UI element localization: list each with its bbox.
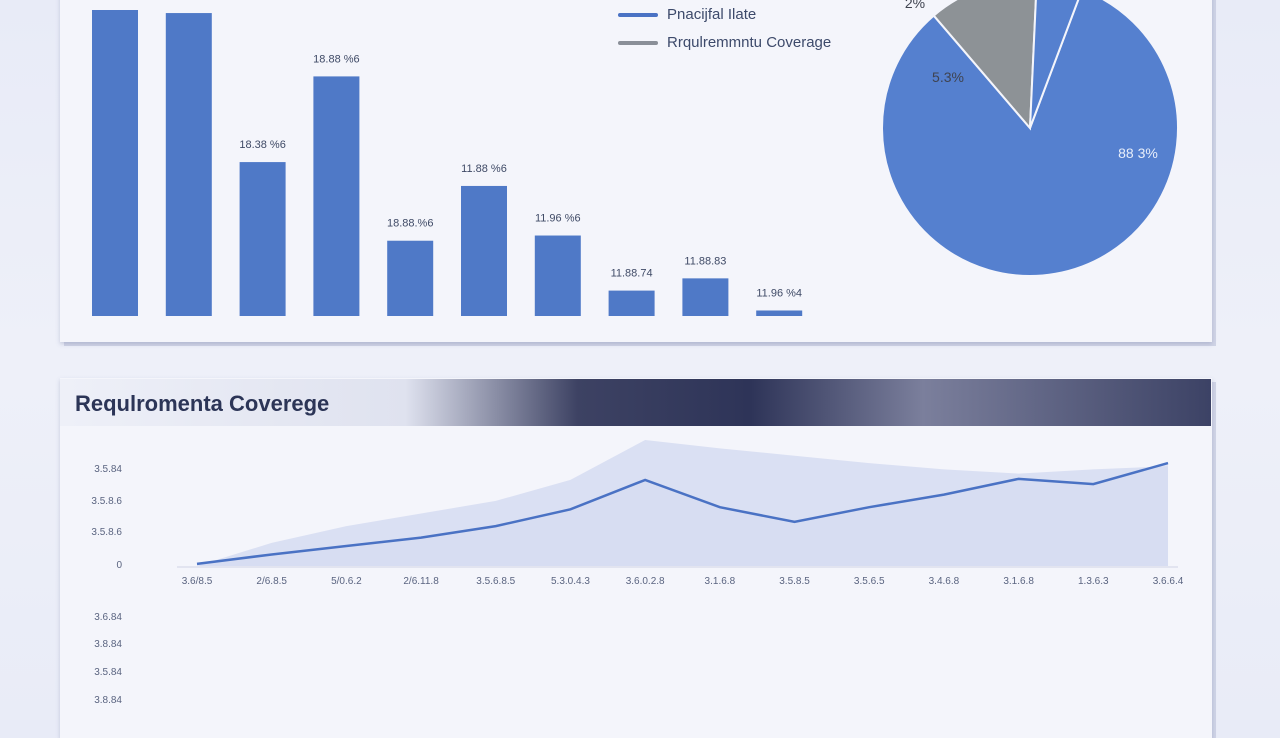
x-tick-2: 2/6.8.5 <box>256 576 287 587</box>
bar-label-6: 11.88 %6 <box>461 163 507 175</box>
x-tick-11: 3.4.6.8 <box>929 576 960 587</box>
bar-2 <box>165 13 212 317</box>
area-series-1 <box>197 463 1168 566</box>
bar-chart: 18.38 %6 18.88 %6 18.88.%6 11.88 %6 11.96 %6… <box>92 10 803 317</box>
section-title: Requlromenta Coverege <box>75 391 330 416</box>
bar-label-4: 18.88 %6 <box>313 53 359 65</box>
x-tick-13: 1.3.6.3 <box>1078 576 1109 587</box>
bar-10 <box>756 310 803 316</box>
x-tick-3: 5/0.6.2 <box>331 576 362 587</box>
legend-swatch-2 <box>618 41 658 45</box>
lower-y-tick-1: 3.6.84 <box>94 612 122 623</box>
legend-label-2: Rrqulremmntu Coverage <box>667 34 832 51</box>
bar-label-7: 11.96 %6 <box>535 213 581 225</box>
x-tick-1: 3.6/8.5 <box>182 576 213 587</box>
legend-swatch-1 <box>618 13 658 17</box>
bar-6 <box>461 185 507 316</box>
legend-label-1: Pnacijfal Ilate <box>667 6 757 23</box>
x-tick-12: 3.1.6.8 <box>1003 576 1034 587</box>
bar-label-8: 11.88.74 <box>611 268 653 280</box>
lower-y-tick-2: 3.8.84 <box>94 639 122 650</box>
pie-slice-3 <box>1029 0 1080 129</box>
bar-label-5: 18.88.%6 <box>387 218 433 230</box>
bar-8 <box>608 290 655 316</box>
x-tick-6: 5.3.0.4.3 <box>551 576 590 587</box>
pie-chart: 88 3% 5.3% 2% <box>881 0 1179 277</box>
section-banner <box>60 379 1211 426</box>
y-tick-3: 3.5.8.6 <box>91 527 122 538</box>
y-tick-2: 3.5.8.6 <box>91 496 122 507</box>
pie-slice-1 <box>881 0 1179 277</box>
y-tick-1: 3.5.84 <box>94 464 122 475</box>
pie-slice-2 <box>932 0 1037 131</box>
pie-label-1: 88 3% <box>1118 145 1158 161</box>
bar-3 <box>239 162 286 316</box>
bar-7 <box>534 235 581 316</box>
bar-5 <box>387 240 434 316</box>
x-tick-7: 3.6.0.2.8 <box>626 576 665 587</box>
x-tick-8: 3.1.6.8 <box>705 576 736 587</box>
pie-label-3: 2% <box>905 0 925 11</box>
coverage-area-chart: 3.5.84 3.5.8.6 3.5.8.6 0 3.6/8.5 2/6.8.5 5/0.6… <box>91 440 1184 706</box>
bar-4 <box>313 76 360 316</box>
bar-label-9: 11.88.83 <box>684 255 726 267</box>
bar-9 <box>682 278 729 316</box>
bar-label-10: 11.96 %4 <box>756 287 802 299</box>
y-tick-4: 0 <box>116 560 122 571</box>
x-tick-9: 3.5.8.5 <box>779 576 810 587</box>
pie-label-2: 5.3% <box>932 69 964 85</box>
lower-y-tick-3: 3.5.84 <box>94 667 122 678</box>
line-series-1 <box>196 461 1169 566</box>
bar-label-3: 18.38 %6 <box>239 139 285 151</box>
x-tick-5: 3.5.6.8.5 <box>476 576 515 587</box>
x-tick-4: 2/6.11.8 <box>403 576 439 587</box>
x-tick-14: 3.6.6.4 <box>1153 576 1184 587</box>
lower-y-tick-4: 3.8.84 <box>94 695 122 706</box>
bar-1 <box>92 10 138 316</box>
x-tick-10: 3.5.6.5 <box>854 576 885 587</box>
